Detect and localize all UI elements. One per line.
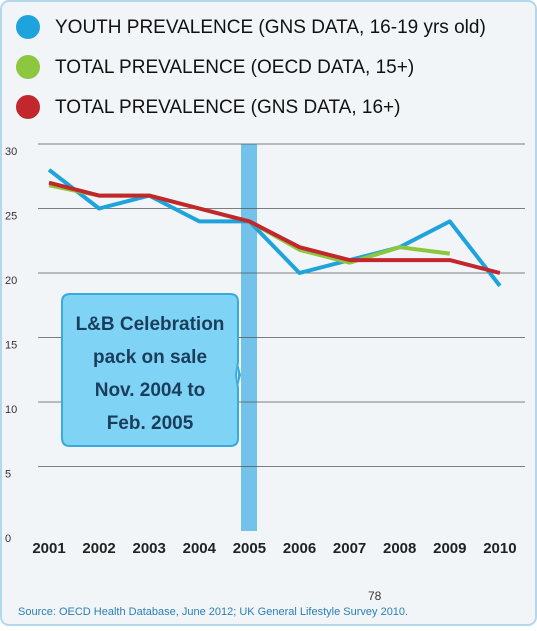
y-tick-label: 10	[5, 404, 17, 416]
source: Source: OECD Health Database, June 2012;…	[18, 606, 408, 618]
y-tick-label: 30	[5, 146, 17, 158]
callout-pointer	[238, 364, 241, 386]
annotation: L&B Celebration	[76, 314, 225, 335]
y-tick-label: 15	[5, 339, 17, 351]
legend-label: TOTAL PREVALENCE (GNS DATA, 16+)	[55, 97, 400, 118]
x-tick-label: 2009	[433, 540, 466, 557]
x-tick-label: 2002	[82, 540, 115, 557]
callout	[61, 293, 241, 447]
legend-marker	[16, 55, 40, 79]
annotation: Feb. 2005	[107, 413, 194, 434]
annotation: Nov. 2004 to	[95, 380, 206, 401]
x-tick-label: 2006	[283, 540, 316, 557]
y-tick-label: 25	[5, 210, 17, 222]
annotation: pack on sale	[93, 347, 207, 368]
legend-marker	[16, 15, 40, 39]
legend-label: TOTAL PREVALENCE (OECD DATA, 15+)	[55, 57, 414, 78]
x-tick-label: 2008	[383, 540, 416, 557]
callout-box	[61, 293, 239, 447]
x-tick-label: 2004	[183, 540, 217, 557]
x-tick-label: 2007	[333, 540, 366, 557]
x-tick-label: 2005	[233, 540, 266, 557]
x-tick-label: 2010	[483, 540, 516, 557]
x-tick-label: 2001	[32, 540, 65, 557]
page-number: 78	[368, 589, 382, 603]
y-tick-label: 0	[5, 533, 11, 545]
series-line	[47, 168, 502, 288]
y-tick-label: 20	[5, 275, 17, 287]
x-tick-label: 2003	[133, 540, 166, 557]
legend-marker	[16, 95, 40, 119]
y-tick-label: 5	[5, 468, 11, 480]
legend-label: YOUTH PREVALENCE (GNS DATA, 16-19 yrs ol…	[55, 17, 486, 38]
series-line	[48, 180, 501, 275]
